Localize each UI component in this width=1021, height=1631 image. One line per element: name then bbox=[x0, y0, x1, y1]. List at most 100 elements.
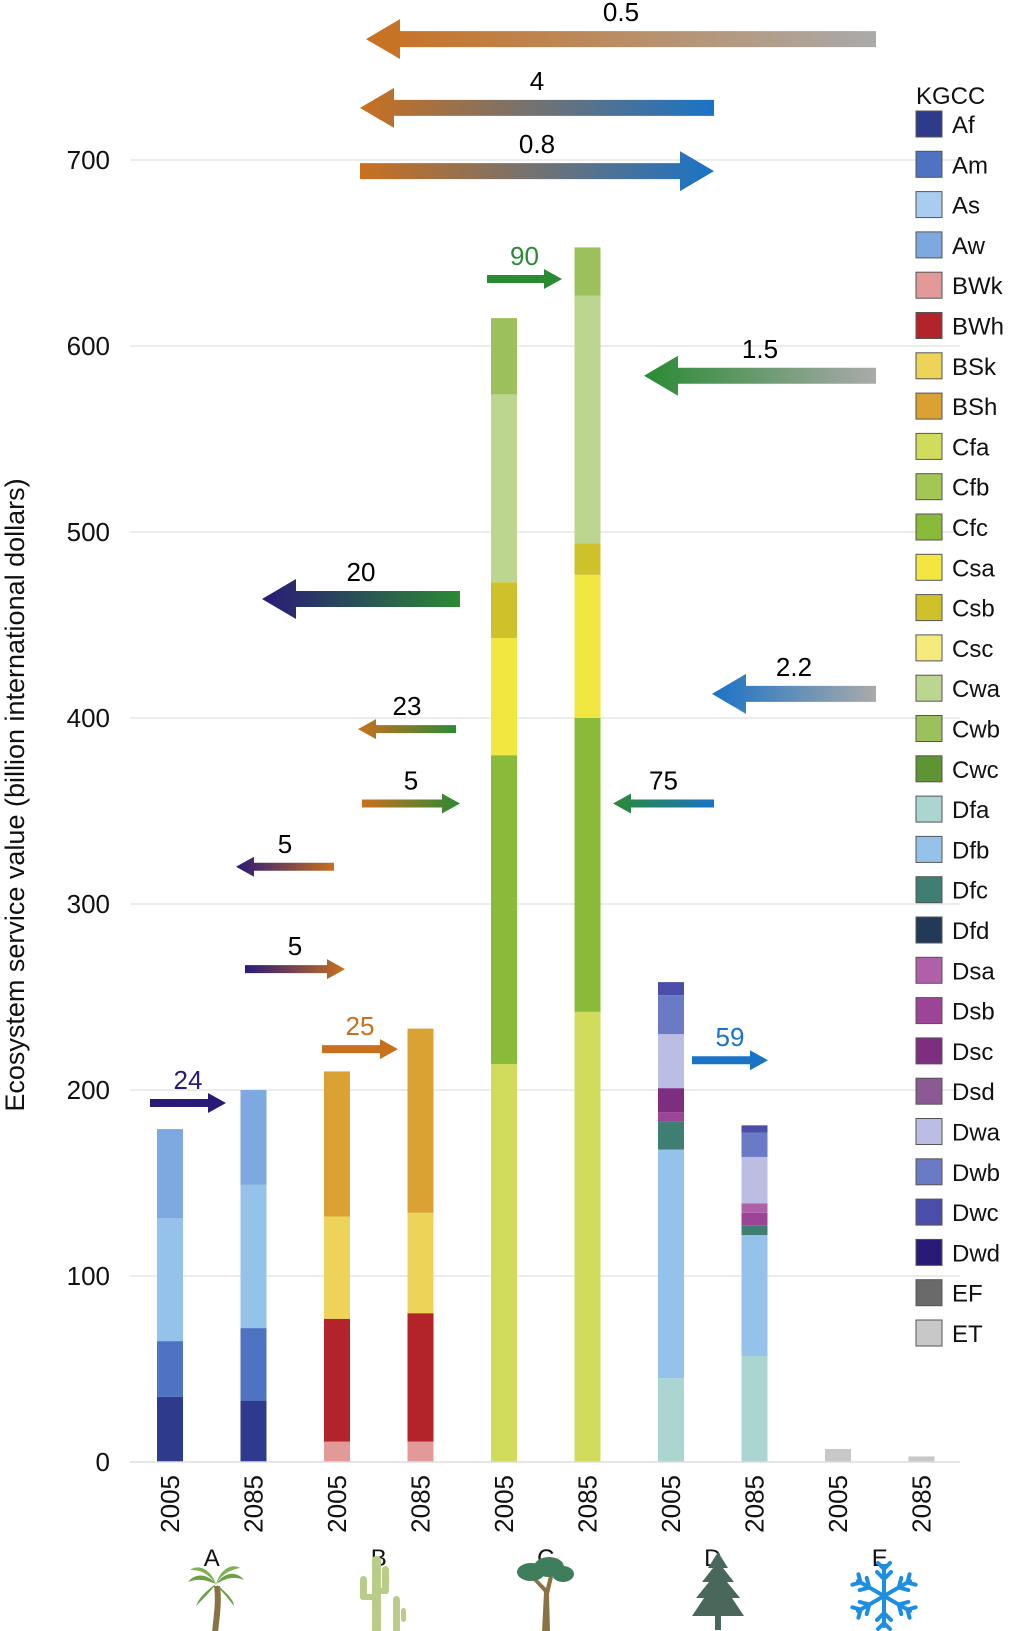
bar-B-2085 bbox=[407, 1028, 434, 1462]
legend-item-Dwa: Dwa bbox=[915, 1118, 1001, 1147]
bar-segment-Dsb bbox=[658, 1112, 684, 1122]
flow-arrow: 90 bbox=[487, 241, 562, 290]
x-tick-year: 2085 bbox=[740, 1475, 770, 1533]
legend-swatch bbox=[915, 755, 943, 783]
legend-item-Dwb: Dwb bbox=[915, 1158, 1000, 1187]
flow-arrow: 25 bbox=[322, 1011, 398, 1060]
legend-swatch bbox=[915, 513, 943, 541]
y-axis-ticks: 0 100 200 300 400 500 600 700 bbox=[67, 145, 110, 1477]
legend-swatch bbox=[915, 1158, 943, 1186]
bar-segment-BWk bbox=[324, 1441, 350, 1462]
bar-segment-Aw bbox=[157, 1129, 183, 1219]
bar-E-2005 bbox=[825, 1448, 851, 1462]
legend-item-BWh: BWh bbox=[915, 312, 1004, 341]
legend-swatch bbox=[915, 1118, 943, 1145]
legend-item-Dsc: Dsc bbox=[915, 1037, 993, 1066]
flow-arrow: 24 bbox=[150, 1065, 226, 1114]
bar-segment-Dwc bbox=[658, 982, 684, 996]
bar-segment-Cwb bbox=[491, 318, 517, 395]
legend-swatch bbox=[915, 231, 943, 259]
legend-swatch bbox=[915, 312, 943, 339]
legend-title: KGCC bbox=[916, 83, 985, 110]
group-label-A: A bbox=[204, 1545, 220, 1572]
y-tick-label: 700 bbox=[67, 145, 110, 175]
legend-label: Dwb bbox=[952, 1160, 1000, 1187]
legend-item-Cwb: Cwb bbox=[915, 715, 1000, 744]
x-tick-year: 2085 bbox=[239, 1475, 269, 1533]
bar-segment-Cfc bbox=[491, 755, 517, 1064]
bar-segment-Dsa bbox=[741, 1203, 768, 1213]
flow-label: 0.5 bbox=[603, 0, 639, 27]
flow-arrow: 5 bbox=[245, 931, 345, 980]
bar-segment-Dfc bbox=[741, 1225, 768, 1236]
flow-arrow: 5 bbox=[236, 829, 334, 877]
bar-segment-Dfb bbox=[157, 1218, 183, 1342]
bar-segment-Csb bbox=[491, 582, 517, 639]
legend-swatch bbox=[915, 594, 943, 622]
bar-segment-Csa bbox=[574, 574, 601, 718]
flow-arrow-shape bbox=[245, 959, 345, 980]
legend-label: Dfa bbox=[952, 797, 990, 824]
legend-item-Dsd: Dsd bbox=[915, 1077, 995, 1106]
bar-D-2085 bbox=[741, 1125, 768, 1462]
legend-item-BSk: BSk bbox=[915, 352, 997, 381]
bar-segment-Dwa bbox=[741, 1156, 768, 1204]
bar-segment-Cwb bbox=[574, 247, 601, 296]
flow-arrow-shape bbox=[366, 19, 876, 60]
bar-segment-Csb bbox=[574, 543, 601, 575]
flow-label: 59 bbox=[716, 1022, 745, 1052]
legend-label: Af bbox=[952, 112, 975, 139]
bar-segment-BSk bbox=[324, 1216, 350, 1319]
legend-item-Af: Af bbox=[915, 110, 975, 139]
legend-label: Dfc bbox=[952, 878, 988, 905]
legend-swatch bbox=[915, 997, 943, 1025]
bar-segment-BWh bbox=[324, 1318, 350, 1442]
bar-segment-Dwc bbox=[741, 1125, 768, 1133]
legend-swatch bbox=[915, 150, 943, 178]
bar-segment-BSh bbox=[324, 1071, 350, 1217]
x-tick-year: 2085 bbox=[573, 1475, 603, 1533]
legend-label: Dwc bbox=[952, 1200, 999, 1227]
bar-segment-BSk bbox=[407, 1212, 434, 1314]
legend-label: Aw bbox=[952, 233, 986, 260]
legend-label: BWk bbox=[952, 273, 1004, 300]
legend-swatch bbox=[915, 473, 943, 501]
legend-item-Aw: Aw bbox=[915, 231, 986, 260]
legend-swatch bbox=[915, 271, 943, 299]
legend-swatch bbox=[915, 191, 943, 219]
legend-label: Dwa bbox=[952, 1120, 1001, 1147]
flow-arrow: 23 bbox=[358, 691, 456, 740]
flow-arrow: 0.8 bbox=[360, 129, 714, 192]
legend-label: Dsc bbox=[952, 1039, 993, 1066]
bar-segment-ET bbox=[908, 1456, 935, 1462]
bar-segment-ET bbox=[825, 1448, 851, 1462]
x-tick-year: 2005 bbox=[489, 1475, 519, 1533]
legend-label: Csa bbox=[952, 555, 995, 582]
y-tick-label: 300 bbox=[67, 889, 110, 919]
legend-swatch bbox=[915, 956, 943, 984]
bar-E-2085 bbox=[908, 1456, 935, 1462]
bar-segment-Dfb bbox=[658, 1149, 684, 1379]
y-tick-label: 500 bbox=[67, 517, 110, 547]
flow-arrow-shape bbox=[613, 793, 714, 814]
legend-item-Cfa: Cfa bbox=[915, 432, 990, 461]
legend-item-As: As bbox=[915, 191, 980, 220]
legend: KGCC Af Am As Aw BWk BWh BSk BSh Cfa Cfb Cfc Csa Csb… bbox=[915, 83, 1004, 1348]
legend-swatch bbox=[915, 634, 943, 662]
stacked-bars bbox=[157, 247, 935, 1462]
legend-swatch bbox=[915, 392, 943, 420]
bar-segment-Cwa bbox=[574, 295, 601, 544]
y-axis-label: Ecosystem service value (billion interna… bbox=[0, 478, 30, 1111]
bar-segment-Aw bbox=[240, 1090, 267, 1185]
flow-arrow-shape bbox=[150, 1093, 226, 1114]
bar-segment-Cfa bbox=[574, 1011, 601, 1462]
bar-C-2085 bbox=[574, 247, 601, 1462]
bar-segment-Dsb bbox=[741, 1212, 768, 1226]
legend-item-Dfa: Dfa bbox=[915, 795, 990, 824]
legend-item-Csa: Csa bbox=[915, 553, 995, 582]
legend-item-Am: Am bbox=[915, 150, 988, 179]
legend-swatch bbox=[915, 916, 943, 944]
legend-swatch bbox=[915, 352, 943, 380]
legend-item-BWk: BWk bbox=[915, 271, 1004, 300]
legend-label: BWh bbox=[952, 314, 1004, 341]
